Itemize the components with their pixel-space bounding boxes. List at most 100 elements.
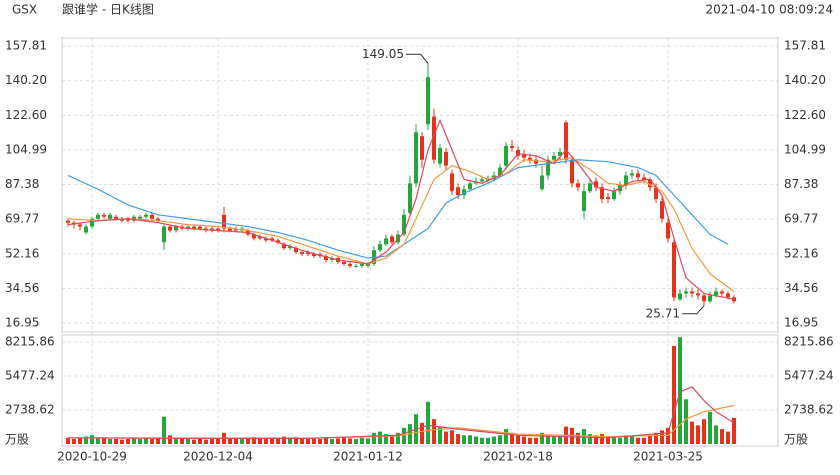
volume-bar	[120, 439, 124, 444]
candle-body	[270, 238, 274, 241]
volume-bar	[714, 425, 718, 444]
volume-bar	[210, 439, 214, 444]
volume-bar	[468, 435, 472, 444]
candle-body	[426, 77, 430, 125]
candle-body	[600, 187, 604, 200]
x-tick-label: 2020-12-04	[183, 450, 253, 464]
candle-body	[150, 214, 154, 219]
y-tick-label: 122.60	[5, 108, 47, 122]
volume-bar	[234, 438, 238, 444]
candle-body	[468, 183, 472, 190]
volume-bar	[594, 435, 598, 444]
y-tick-label-right: 16.95	[784, 316, 818, 330]
volume-bar	[228, 437, 232, 444]
candle-body	[294, 248, 298, 253]
candle-body	[480, 179, 484, 182]
y-tick-label: 104.99	[5, 142, 47, 156]
candle-body	[378, 244, 382, 251]
volume-bar	[720, 429, 724, 444]
candle-body	[714, 291, 718, 296]
volume-bar	[126, 439, 130, 444]
candle-body	[648, 179, 652, 188]
volume-bar	[666, 427, 670, 444]
volume-bar	[630, 436, 634, 444]
volume-bar	[576, 432, 580, 444]
volume-bar	[276, 437, 280, 444]
volume-bar	[456, 434, 460, 444]
annotation: 149.05	[362, 47, 404, 61]
volume-bar	[102, 438, 106, 444]
candle-body	[390, 236, 394, 243]
candle-body	[660, 201, 664, 219]
volume-bar	[372, 432, 376, 444]
candle-body	[684, 291, 688, 294]
volume-bar	[504, 429, 508, 444]
candle-body	[570, 159, 574, 184]
x-tick-label: 2021-02-18	[483, 450, 553, 464]
volume-bar	[66, 437, 70, 444]
candle-body	[720, 291, 724, 294]
volume-bar	[600, 434, 604, 444]
volume-bar	[174, 437, 178, 444]
candle-body	[222, 214, 226, 229]
y-tick-label-right: 104.99	[784, 142, 826, 156]
volume-bar	[534, 437, 538, 444]
candle-body	[408, 183, 412, 213]
volume-bar	[402, 427, 406, 444]
annotation-leader	[682, 305, 705, 315]
x-tick-label: 2021-03-25	[633, 450, 703, 464]
candle-body	[216, 228, 220, 231]
volume-bar	[528, 437, 532, 444]
candle-body	[96, 214, 100, 219]
volume-tick-label: 8215.86	[5, 334, 55, 348]
volume-bar	[246, 437, 250, 444]
candle-body	[312, 254, 316, 257]
y-tick-label-right: 52.16	[784, 246, 818, 260]
volume-bar	[462, 435, 466, 444]
volume-bar	[78, 438, 82, 444]
volume-bar	[84, 436, 88, 444]
candle-body	[78, 224, 82, 227]
candle-body	[168, 226, 172, 231]
volume-bar	[114, 439, 118, 444]
ticker: GSX	[12, 3, 37, 17]
volume-bar	[264, 439, 268, 444]
candle-body	[438, 147, 442, 164]
candle-body	[174, 226, 178, 231]
volume-bar	[192, 439, 196, 444]
volume-bar	[606, 436, 610, 444]
candle-body	[444, 151, 448, 166]
volume-bar	[420, 422, 424, 444]
volume-bar	[498, 435, 502, 444]
candle-body	[414, 132, 418, 184]
volume-bar	[156, 438, 160, 444]
volume-bar	[678, 337, 682, 444]
volume-bar	[354, 439, 358, 444]
volume-bar	[552, 436, 556, 444]
candle-body	[198, 226, 202, 229]
candle-body	[540, 175, 544, 190]
volume-tick-label-right: 5477.24	[784, 368, 834, 382]
volume-bar	[294, 437, 298, 444]
volume-bar	[444, 431, 448, 444]
volume-tick-label: 2738.62	[5, 402, 55, 416]
volume-bar	[690, 421, 694, 444]
volume-bar	[138, 439, 142, 444]
y-tick-label: 140.20	[5, 73, 47, 87]
volume-bar	[204, 439, 208, 444]
volume-tick-label: 5477.24	[5, 368, 55, 382]
candle-body	[84, 226, 88, 233]
volume-unit-right: 万股	[784, 433, 808, 447]
volume-bar	[324, 437, 328, 444]
candle-body	[462, 189, 466, 196]
y-tick-label-right: 34.56	[784, 281, 818, 295]
volume-bar	[96, 437, 100, 444]
candle-body	[90, 218, 94, 227]
volume-bar	[546, 435, 550, 444]
volume-bar	[672, 345, 676, 444]
volume-bar	[282, 436, 286, 444]
volume-bar	[612, 436, 616, 444]
x-tick-label: 2020-10-29	[57, 450, 127, 464]
candle-body	[300, 252, 304, 255]
